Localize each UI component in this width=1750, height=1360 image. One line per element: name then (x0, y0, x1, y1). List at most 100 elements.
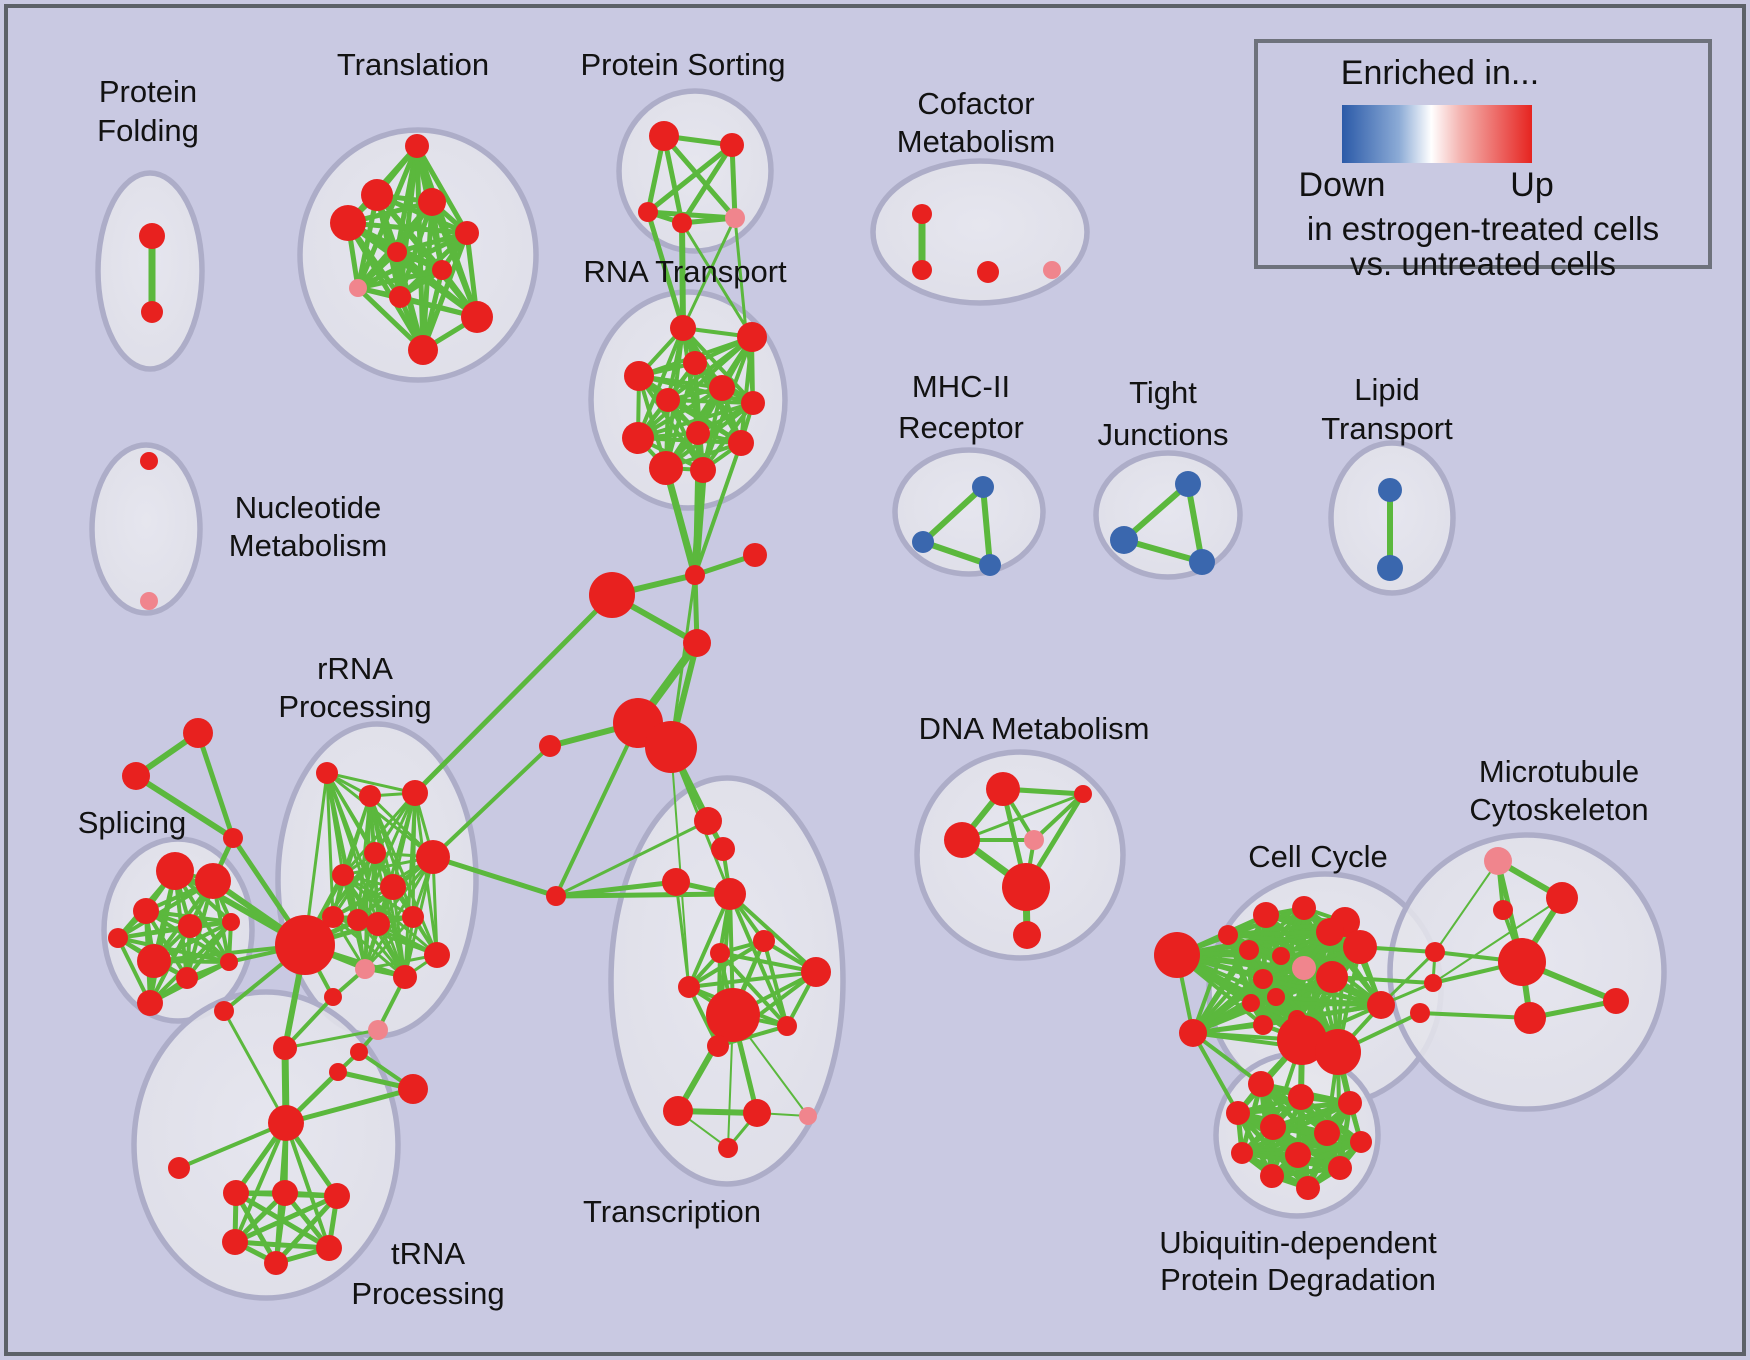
cluster-label-dna-metabolism: DNA Metabolism (919, 711, 1150, 746)
node-red (539, 735, 561, 757)
edge (341, 873, 439, 957)
edge (687, 939, 766, 989)
cluster-label-nucleotide-metabolism: Nucleotide (235, 490, 381, 525)
node-red (140, 452, 158, 470)
node-red (645, 721, 697, 773)
cluster-label-cofactor-metabolism: Metabolism (897, 124, 1056, 159)
node-red (728, 430, 754, 456)
node-red (272, 1180, 298, 1206)
node-red (214, 1001, 234, 1021)
cluster-label-microtubule-cytoskeleton: Cytoskeleton (1469, 792, 1648, 827)
legend-caption-line1: in estrogen-treated cells (1306, 210, 1660, 247)
node-red (416, 840, 450, 874)
node-red (678, 976, 700, 998)
node-pink (1484, 847, 1512, 875)
node-red (168, 1157, 190, 1179)
edge (284, 1121, 331, 1250)
edge (195, 730, 236, 841)
node-red (350, 1043, 368, 1061)
node-pink (1024, 830, 1044, 850)
edge (920, 484, 986, 545)
node-blue (979, 554, 1001, 576)
node-red (672, 213, 692, 233)
node-red (1350, 1131, 1372, 1153)
edge (144, 909, 189, 980)
edge (716, 1024, 789, 1048)
edge (222, 1009, 288, 1125)
node-red (710, 943, 730, 963)
node-red (718, 1138, 738, 1158)
cluster-label-cofactor-metabolism: Cofactor (917, 86, 1034, 121)
legend-caption-line2: vs. untreated cells (1350, 245, 1616, 282)
node-blue (1377, 555, 1403, 581)
node-red (1074, 785, 1092, 803)
edge (687, 892, 732, 989)
node-red (139, 223, 165, 249)
edge (554, 721, 640, 898)
node-red (685, 565, 705, 585)
node-red (1316, 918, 1344, 946)
edge (1191, 933, 1230, 1035)
node-red (322, 906, 344, 928)
node-red (1285, 1142, 1311, 1168)
node-red (1231, 1142, 1253, 1164)
node-red (663, 1096, 693, 1126)
edge (1434, 860, 1499, 953)
node-red (1493, 900, 1513, 920)
node-red (622, 422, 654, 454)
node-red (649, 451, 683, 485)
cluster-label-lipid-transport: Lipid (1354, 372, 1420, 407)
node-pink (799, 1107, 817, 1125)
edge (687, 970, 818, 989)
node-red (133, 898, 159, 924)
node-red (741, 391, 765, 415)
edge (273, 1193, 340, 1266)
edge (1418, 1011, 1532, 1020)
edge (116, 879, 215, 940)
node-red (1267, 988, 1285, 1006)
node-red (1260, 1114, 1286, 1140)
node-red (638, 202, 658, 222)
node-red (737, 322, 767, 352)
node-red (195, 863, 231, 899)
cluster-ellipse-cofactor-metabolism (870, 158, 1090, 306)
edge (693, 441, 743, 577)
node-red (1277, 1015, 1327, 1065)
node-red (361, 179, 393, 211)
node-red (268, 1105, 304, 1141)
node-red (347, 909, 369, 931)
node-red (1253, 969, 1273, 989)
cluster-label-rrna-processing: rRNA (317, 651, 393, 686)
node-red (720, 133, 744, 157)
node-red (122, 762, 150, 790)
node-red (461, 301, 493, 333)
node-red (329, 1063, 347, 1081)
node-red (387, 242, 407, 262)
cluster-ellipse-nucleotide-metabolism (89, 442, 203, 616)
node-red (662, 868, 690, 896)
node-red (694, 807, 722, 835)
node-red (1498, 938, 1546, 986)
edge (1261, 977, 1383, 1007)
node-blue (912, 531, 934, 553)
node-red (316, 1235, 342, 1261)
edge (1191, 1031, 1240, 1115)
node-red (912, 260, 932, 280)
node-red (743, 543, 767, 567)
edge (412, 592, 615, 796)
edge (701, 401, 755, 472)
edge (1226, 933, 1362, 949)
edge (431, 744, 552, 859)
cluster-label-lipid-transport: Transport (1321, 411, 1453, 446)
node-red (1226, 1101, 1250, 1125)
node-red (1514, 1002, 1546, 1034)
node-blue (1189, 549, 1215, 575)
node-red (176, 967, 198, 989)
edge (116, 920, 233, 940)
edge (681, 216, 737, 330)
node-blue (972, 476, 994, 498)
node-red (366, 912, 390, 936)
edge (232, 1193, 340, 1245)
node-red (711, 837, 735, 861)
edge (363, 915, 415, 971)
